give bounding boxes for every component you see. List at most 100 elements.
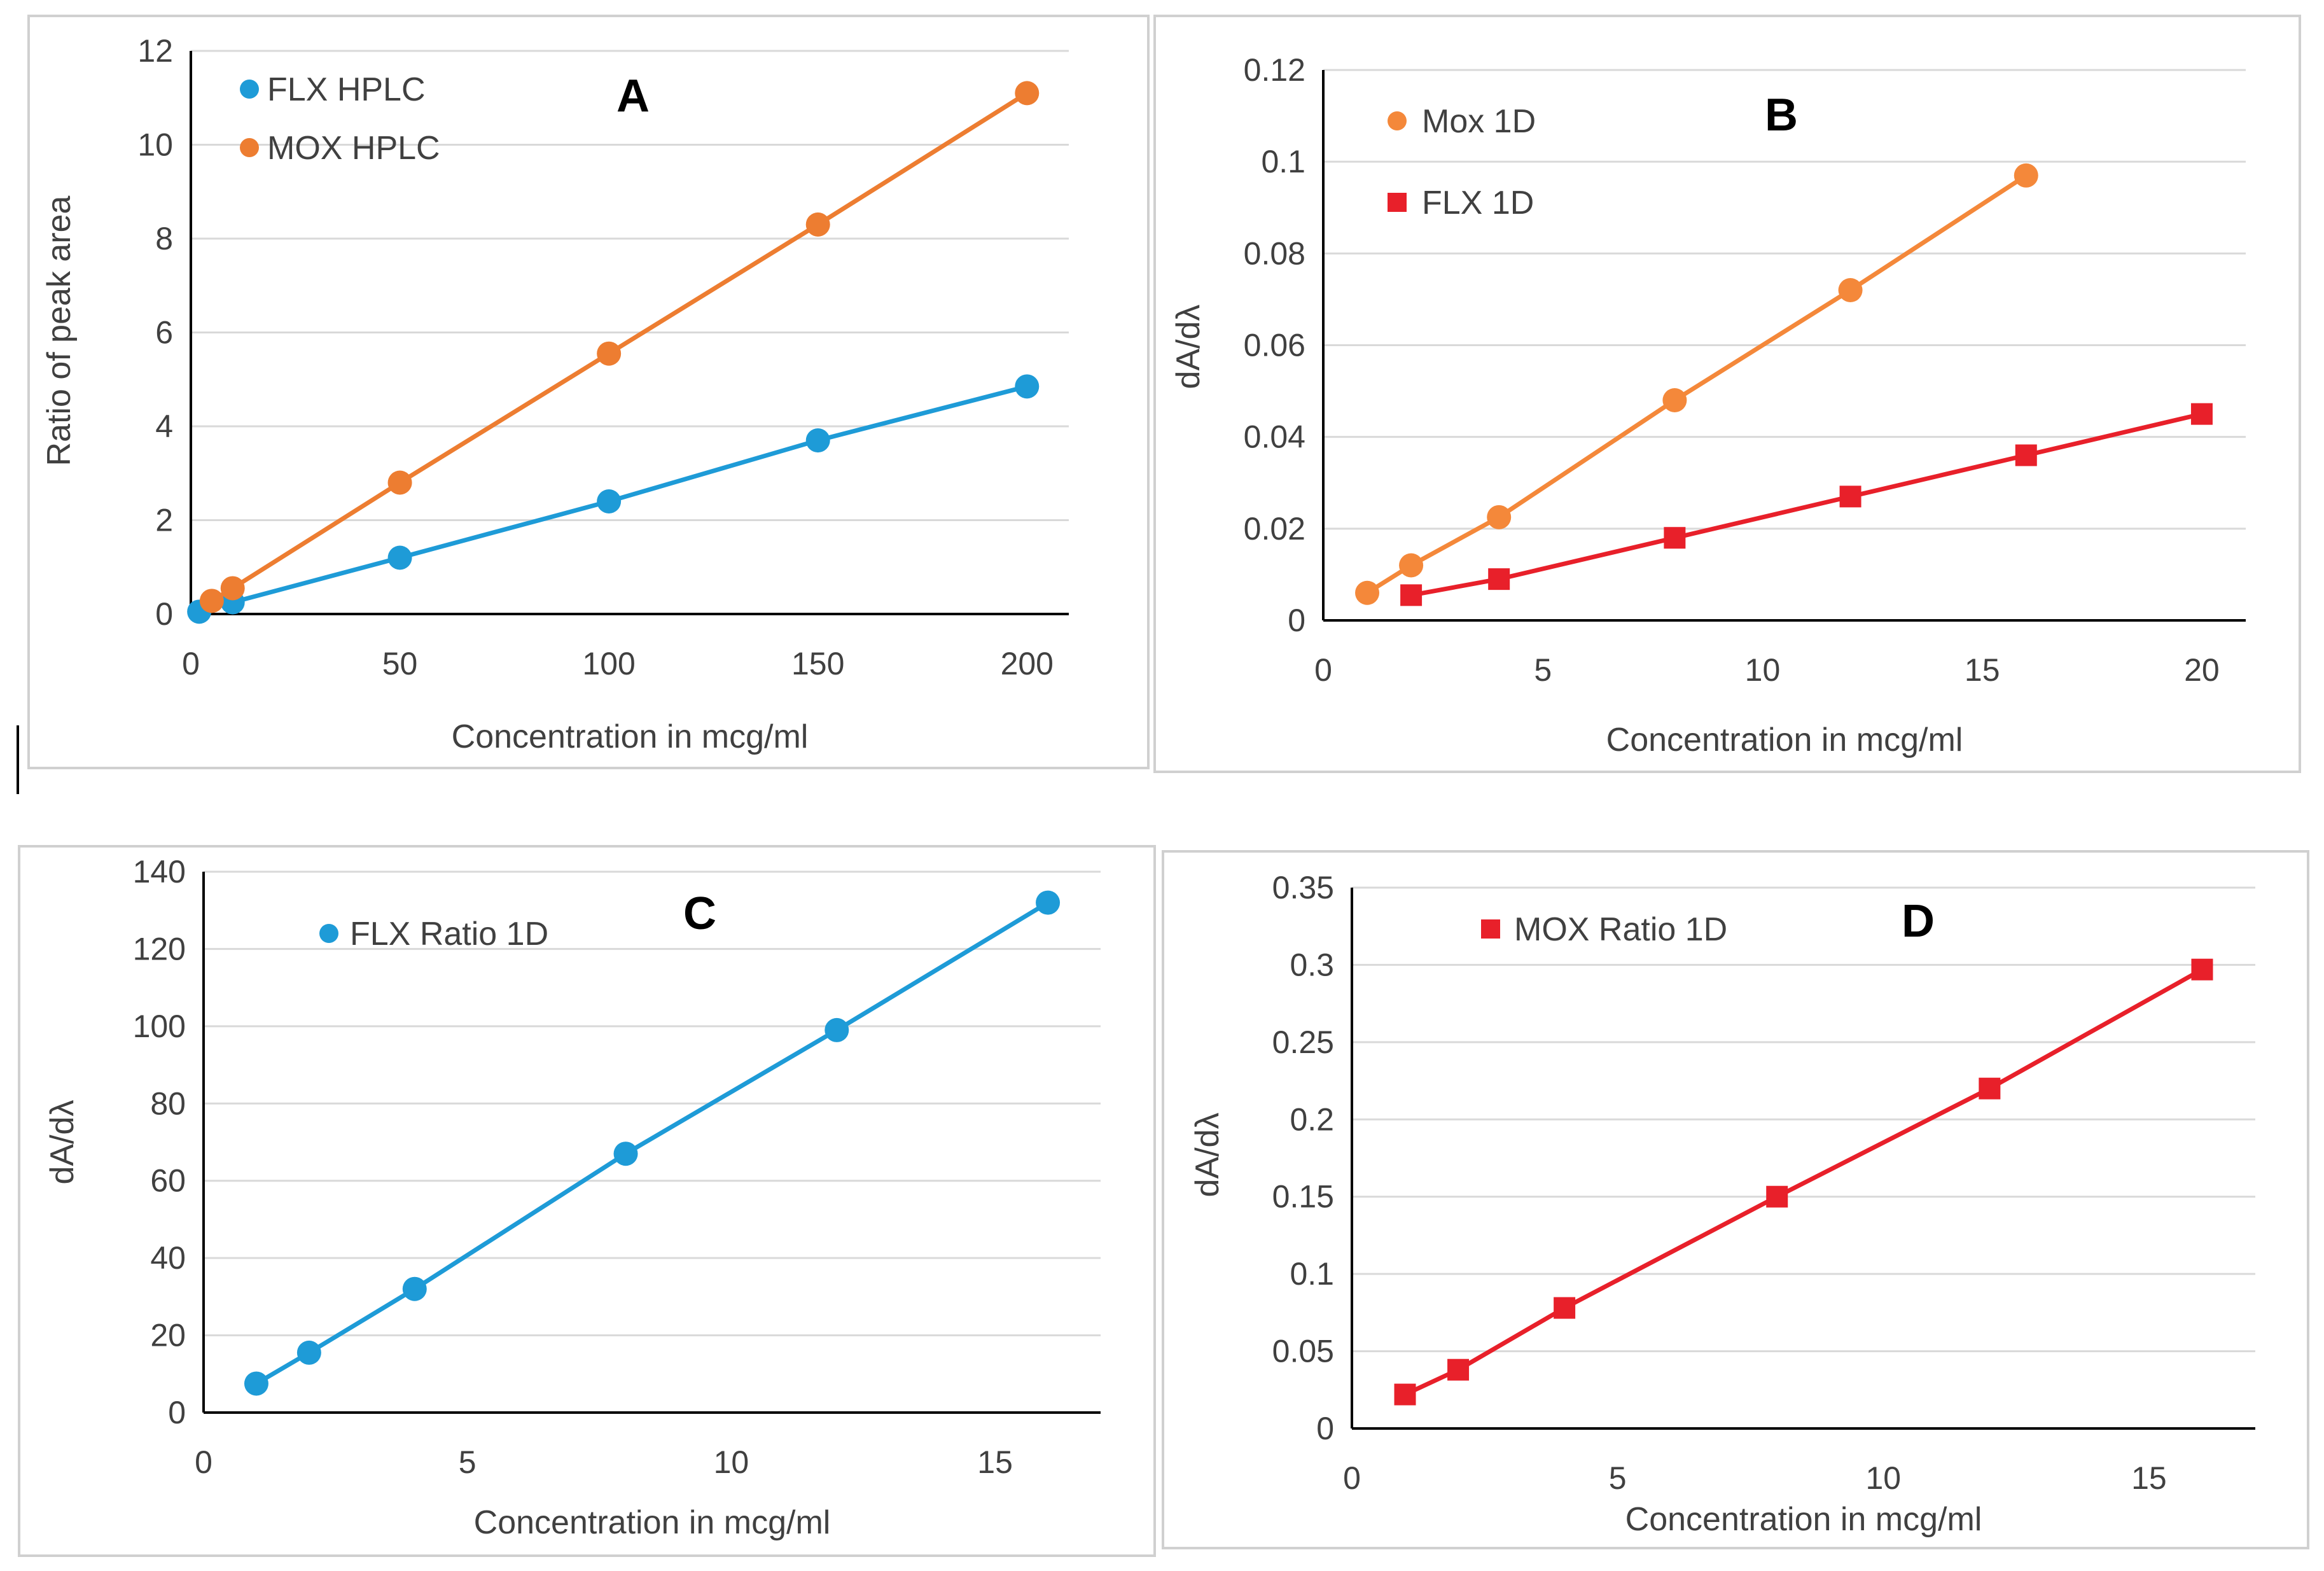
data-point-a-1-0 xyxy=(199,589,224,613)
data-point-d-0-2 xyxy=(1554,1297,1576,1319)
data-point-b-0-0 xyxy=(1355,580,1380,605)
data-point-c-0-5 xyxy=(1036,890,1061,915)
data-point-d-0-3 xyxy=(1766,1185,1788,1208)
data-point-b-0-3 xyxy=(1662,388,1687,412)
data-point-a-0-2 xyxy=(387,545,412,570)
panel-label-b: B xyxy=(1765,90,1798,141)
panel-a-frame xyxy=(27,15,1150,769)
y-tick-label-d-0: 0 xyxy=(1316,1411,1334,1446)
data-point-a-1-2 xyxy=(387,470,412,495)
data-point-a-0-4 xyxy=(805,428,830,453)
y-tick-label-b-4: 0.08 xyxy=(1244,235,1305,271)
x-tick-label-b-2: 10 xyxy=(1745,652,1781,688)
y-tick-label-b-0: 0 xyxy=(1288,603,1305,638)
data-point-b-0-5 xyxy=(2014,163,2038,188)
legend-label-a-0: FLX HPLC xyxy=(267,71,426,108)
data-point-a-0-3 xyxy=(597,489,622,513)
legend-marker-c-0 xyxy=(319,924,338,943)
data-point-a-0-5 xyxy=(1015,374,1040,399)
series-line-b-0 xyxy=(1366,173,2028,595)
y-tick-label-c-3: 60 xyxy=(150,1163,186,1199)
panel-label-d: D xyxy=(1902,896,1935,947)
y-tick-label-c-1: 20 xyxy=(150,1318,186,1353)
y-tick-label-d-3: 0.15 xyxy=(1272,1179,1334,1215)
data-point-c-0-0 xyxy=(244,1371,268,1396)
data-point-b-1-1 xyxy=(1488,568,1510,590)
x-tick-label-c-0: 0 xyxy=(195,1444,212,1480)
panel-c-frame xyxy=(18,845,1156,1557)
y-tick-label-d-7: 0.35 xyxy=(1272,870,1334,905)
data-point-b-1-2 xyxy=(1664,527,1686,549)
x-tick-label-a-4: 200 xyxy=(1001,646,1054,681)
x-tick-label-d-0: 0 xyxy=(1343,1460,1361,1496)
legend-marker-b-0 xyxy=(1388,111,1407,130)
y-axis-title-a: Ratio of peak area xyxy=(41,195,78,466)
series-line-d-0 xyxy=(1404,967,2204,1397)
legend-label-b-0: Mox 1D xyxy=(1422,103,1536,140)
chart-a: 0 2 4 6 8 10 12 0 50 100 150 200 Concentration in mc… xyxy=(41,33,1069,755)
x-tick-label-b-4: 20 xyxy=(2184,652,2220,688)
data-point-d-0-0 xyxy=(1394,1383,1416,1406)
x-tick-label-d-3: 15 xyxy=(2131,1460,2167,1496)
legend-marker-a-0 xyxy=(240,80,259,99)
data-point-a-1-4 xyxy=(805,212,830,237)
legend-label-b-1: FLX 1D xyxy=(1422,185,1534,221)
panel-b-frame xyxy=(1153,15,2301,773)
y-axis-title-d: dA/dλ xyxy=(1189,1113,1226,1197)
data-point-c-0-1 xyxy=(296,1340,321,1365)
x-tick-label-a-1: 50 xyxy=(382,646,418,681)
data-point-b-1-4 xyxy=(2015,444,2037,466)
data-point-a-1-3 xyxy=(597,341,622,366)
data-point-b-1-5 xyxy=(2190,403,2213,425)
series-line-c-0 xyxy=(255,900,1049,1386)
x-tick-label-d-2: 10 xyxy=(1865,1460,1901,1496)
data-point-b-1-3 xyxy=(1839,485,1861,508)
x-axis-title-c: Concentration in mcg/ml xyxy=(474,1504,831,1541)
data-point-d-0-1 xyxy=(1447,1358,1470,1381)
y-axis-title-b: dA/dλ xyxy=(1170,305,1207,389)
legend-marker-b-1 xyxy=(1388,193,1407,212)
x-axis-title-b: Concentration in mcg/ml xyxy=(1606,722,1963,758)
y-tick-label-b-3: 0.06 xyxy=(1244,328,1305,363)
y-tick-label-b-2: 0.04 xyxy=(1244,419,1305,455)
panel-label-c: C xyxy=(683,888,716,939)
chart-d: 0 0.05 0.1 0.15 0.2 0.25 0.3 0.35 0 5 10 15 Concentr… xyxy=(1189,870,2255,1538)
y-tick-label-a-1: 2 xyxy=(155,503,173,538)
x-tick-label-b-0: 0 xyxy=(1314,652,1332,688)
y-tick-label-b-5: 0.1 xyxy=(1261,144,1305,179)
data-point-b-0-1 xyxy=(1399,553,1424,578)
data-point-d-0-4 xyxy=(1979,1077,2001,1100)
panel-label-a: A xyxy=(616,71,650,122)
y-tick-label-d-1: 0.05 xyxy=(1272,1334,1334,1369)
y-tick-label-a-6: 12 xyxy=(137,33,173,69)
y-tick-label-a-0: 0 xyxy=(155,596,173,632)
data-point-b-1-0 xyxy=(1400,584,1423,606)
legend-marker-a-1 xyxy=(240,138,259,157)
y-tick-label-d-4: 0.2 xyxy=(1290,1101,1334,1137)
x-tick-label-a-3: 150 xyxy=(791,646,844,681)
x-tick-label-c-3: 15 xyxy=(977,1444,1013,1480)
x-tick-label-b-1: 5 xyxy=(1534,652,1552,688)
panel-d-frame xyxy=(1162,850,2309,1549)
y-tick-label-d-6: 0.3 xyxy=(1290,947,1334,982)
legend-marker-d-0 xyxy=(1481,919,1500,939)
data-point-a-1-1 xyxy=(220,576,245,601)
data-point-c-0-3 xyxy=(613,1142,638,1166)
x-tick-label-b-3: 15 xyxy=(1965,652,2000,688)
y-tick-label-d-2: 0.1 xyxy=(1290,1256,1334,1292)
y-tick-label-a-2: 4 xyxy=(155,408,173,444)
x-tick-label-a-0: 0 xyxy=(182,646,200,681)
series-line-b-1 xyxy=(1410,412,2202,597)
y-tick-label-a-4: 8 xyxy=(155,221,173,256)
chart-c: 0 20 40 60 80 100 120 140 0 5 10 15 Concentration in… xyxy=(44,854,1101,1541)
y-tick-label-a-3: 6 xyxy=(155,315,173,351)
data-point-b-0-4 xyxy=(1838,278,1863,302)
y-tick-label-c-2: 40 xyxy=(150,1240,186,1276)
legend-label-a-1: MOX HPLC xyxy=(267,130,440,167)
data-point-d-0-5 xyxy=(2191,958,2213,981)
y-tick-label-c-0: 0 xyxy=(168,1395,186,1430)
x-tick-label-d-1: 5 xyxy=(1609,1460,1627,1496)
x-tick-label-c-1: 5 xyxy=(459,1444,477,1480)
